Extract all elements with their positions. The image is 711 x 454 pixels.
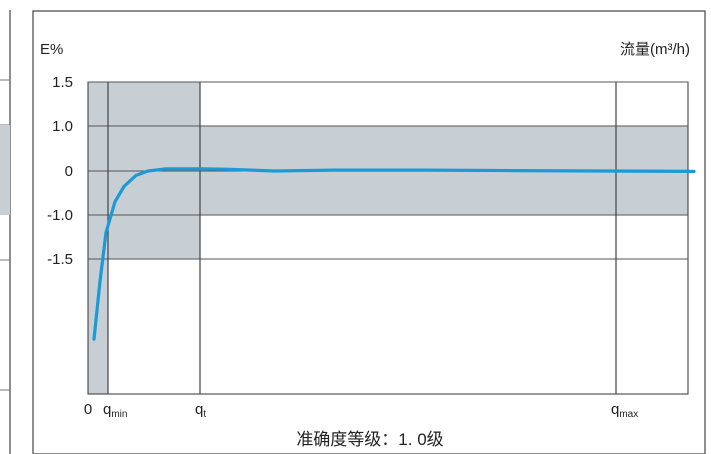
- band-startup: [88, 259, 108, 394]
- x-marker-labels: 0 qmin qt qmax: [84, 401, 638, 420]
- left-panel-remnant: [0, 10, 11, 454]
- y-tick-labels: 1.5 1.0 0 -1.0 -1.5: [47, 74, 73, 268]
- chart-frame: [32, 10, 706, 454]
- chart-caption: 准确度等级：1. 0级: [296, 430, 443, 449]
- x-marker-label-2: qt: [195, 401, 206, 420]
- y-tick-label-2: 0: [65, 163, 73, 180]
- y-tick-label-3: -1.0: [47, 207, 73, 224]
- x-marker-label-0: 0: [84, 401, 92, 418]
- y-tick-label-0: 1.5: [52, 74, 73, 91]
- x-marker-label-3: qmax: [611, 401, 638, 420]
- x-marker-label-1: qmin: [103, 401, 127, 420]
- x-axis-label: 流量(m³/h): [620, 41, 690, 58]
- y-tick-label-4: -1.5: [47, 251, 73, 268]
- series-line-0: [92, 167, 696, 341]
- y-tick-label-1: 1.0: [52, 118, 73, 135]
- grid-lines: [87, 81, 689, 395]
- y-axis-label: E%: [40, 41, 63, 58]
- series-layer: [92, 167, 696, 341]
- tolerance-bands: [88, 82, 688, 394]
